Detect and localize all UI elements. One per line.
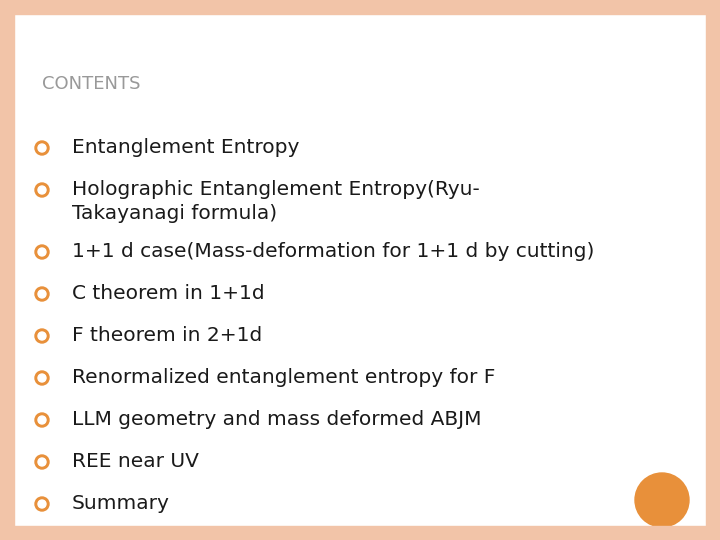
Text: Holographic Entanglement Entropy(Ryu-
Takayanagi formula): Holographic Entanglement Entropy(Ryu- Ta… <box>72 180 480 223</box>
Circle shape <box>38 290 46 298</box>
Bar <box>706 0 720 540</box>
Circle shape <box>38 332 46 340</box>
Bar <box>0 0 14 540</box>
Text: LLM geometry and mass deformed ABJM: LLM geometry and mass deformed ABJM <box>72 410 482 429</box>
Text: F theorem in 2+1d: F theorem in 2+1d <box>72 326 262 345</box>
Text: REE near UV: REE near UV <box>72 452 199 471</box>
Bar <box>0 0 720 14</box>
Circle shape <box>35 455 49 469</box>
Circle shape <box>38 248 46 256</box>
Text: CONTENTS: CONTENTS <box>42 75 140 93</box>
Bar <box>0 526 720 540</box>
Circle shape <box>38 500 46 508</box>
Circle shape <box>38 416 46 424</box>
Text: Entanglement Entropy: Entanglement Entropy <box>72 138 300 157</box>
Circle shape <box>35 287 49 301</box>
Circle shape <box>35 183 49 197</box>
Circle shape <box>35 497 49 511</box>
Circle shape <box>635 473 689 527</box>
Circle shape <box>38 458 46 466</box>
Circle shape <box>35 141 49 155</box>
Text: Renormalized entanglement entropy for F: Renormalized entanglement entropy for F <box>72 368 495 387</box>
Circle shape <box>38 144 46 152</box>
Text: C theorem in 1+1d: C theorem in 1+1d <box>72 284 265 303</box>
Circle shape <box>35 329 49 343</box>
Circle shape <box>35 371 49 385</box>
Text: 1+1 d case(Mass-deformation for 1+1 d by cutting): 1+1 d case(Mass-deformation for 1+1 d by… <box>72 242 595 261</box>
Circle shape <box>35 413 49 427</box>
Circle shape <box>38 374 46 382</box>
Circle shape <box>38 186 46 194</box>
Circle shape <box>35 245 49 259</box>
Text: Summary: Summary <box>72 494 170 513</box>
